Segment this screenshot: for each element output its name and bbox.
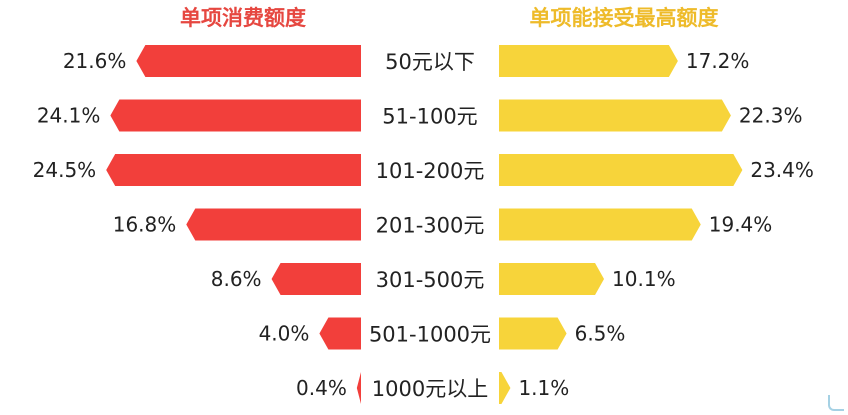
corner-watermark-icon — [828, 395, 844, 411]
left-value-label: 24.5% — [33, 158, 97, 182]
right-bar-201-300 — [499, 208, 701, 241]
category-label: 101-200元 — [376, 159, 485, 183]
left-bar-501-1000 — [319, 317, 361, 350]
right-value-label: 17.2% — [686, 49, 750, 73]
right-bar-301-500 — [499, 263, 605, 295]
left-value-label: 24.1% — [37, 104, 101, 128]
category-label: 1000元以上 — [372, 377, 488, 401]
category-label: 301-500元 — [376, 268, 485, 292]
right-bar-51-100 — [499, 99, 731, 132]
category-label: 51-100元 — [382, 105, 477, 129]
left-series-title: 单项消费额度 — [180, 6, 306, 30]
left-value-label: 16.8% — [113, 213, 177, 237]
left-bar-50 — [136, 45, 361, 77]
right-bar-501-1000 — [499, 317, 567, 350]
left-bar-301-500 — [271, 263, 361, 295]
right-value-label: 22.3% — [739, 104, 803, 128]
right-series-bars — [499, 45, 743, 404]
left-bar-201-300 — [186, 208, 361, 241]
left-bar-101-200 — [106, 154, 361, 186]
left-value-label: 0.4% — [296, 376, 347, 400]
left-value-label: 21.6% — [63, 49, 127, 73]
right-bar-50 — [499, 45, 678, 77]
right-bar-1000 — [499, 372, 511, 404]
right-value-label: 1.1% — [518, 376, 569, 400]
left-value-label: 8.6% — [211, 267, 262, 291]
value-labels: 21.6% 17.2% 24.1% 22.3% 24.5% 23.4% 16.8% 19.4%… — [33, 49, 814, 400]
right-bar-101-200 — [499, 154, 743, 186]
right-value-label: 23.4% — [750, 158, 814, 182]
category-label: 501-1000元 — [369, 323, 491, 347]
left-series-bars — [106, 45, 361, 404]
category-label: 201-300元 — [376, 214, 485, 238]
category-label: 50元以下 — [385, 50, 475, 74]
left-bar-51-100 — [110, 99, 361, 132]
right-series-title: 单项能接受最高额度 — [530, 6, 719, 30]
right-value-label: 10.1% — [612, 267, 676, 291]
left-value-label: 4.0% — [259, 322, 310, 346]
left-bar-1000 — [356, 372, 361, 404]
right-value-label: 19.4% — [709, 213, 773, 237]
category-labels: 50元以下 51-100元 101-200元 201-300元 301-500元 501-… — [369, 50, 491, 401]
right-value-label: 6.5% — [575, 322, 626, 346]
